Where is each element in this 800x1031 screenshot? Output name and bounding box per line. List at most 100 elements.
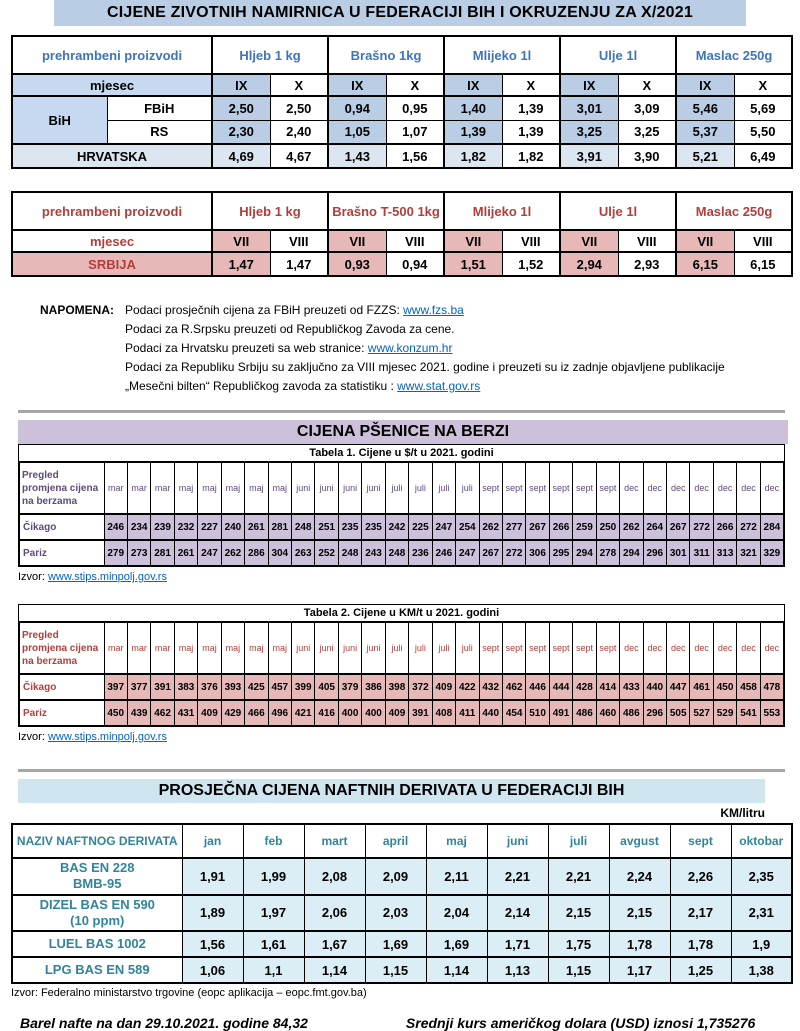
price-cell: 261: [244, 513, 269, 541]
price-cell: 457: [267, 673, 293, 701]
divider-rule: [18, 769, 785, 772]
napomena-link[interactable]: www.konzum.hr: [367, 341, 453, 355]
month-cell: IX: [211, 73, 271, 97]
region-group-label: BiH: [11, 95, 108, 145]
oil-barrel-note: Barel nafte na dan 29.10.2021. godine 84…: [20, 1015, 308, 1031]
price-cell: 272: [689, 513, 714, 541]
month-cell: maj: [197, 621, 222, 675]
price-cell: 0,95: [385, 95, 445, 121]
price-cell: 306: [525, 539, 550, 567]
region-label: SRBIJA: [11, 251, 213, 277]
wheat-prices-usd-table: Pregled promjena cijena na berzama mar mar…: [18, 461, 785, 567]
price-cell: 1,1: [242, 956, 305, 984]
month-cell: X: [385, 73, 445, 97]
price-cell: 248: [290, 513, 316, 541]
month-cell: VIII: [269, 229, 329, 253]
price-cell: 1,61: [242, 930, 305, 958]
exchange-header-label: Pregled promjena cijena na berzama: [18, 621, 105, 675]
stips-link[interactable]: www.stips.minpolj.gov.rs: [47, 731, 167, 743]
price-cell: 1,15: [547, 956, 610, 984]
price-cell: 2,94: [559, 251, 619, 277]
month-cell: jan: [181, 823, 244, 859]
food-prices-table-bih: prehrambeni proizvodi Hljeb 1 kg Brašno 1k…: [11, 35, 794, 169]
product-header: Mlijeko 1l: [443, 35, 561, 75]
price-cell: 0,94: [385, 251, 445, 277]
region-label: HRVATSKA: [11, 143, 213, 169]
izvor-line-2: Izvor: www.stips.minpolj.gov.rs: [18, 731, 800, 743]
month-cell: VIII: [385, 229, 445, 253]
month-cell: X: [269, 73, 329, 97]
food-prices-table-srbija: prehrambeni proizvodi Hljeb 1 kg Brašno T-…: [11, 191, 794, 277]
price-cell: 2,24: [608, 857, 671, 896]
products-corner-header: prehrambeni proizvodi: [11, 191, 213, 231]
price-cell: 296: [642, 699, 668, 727]
product-header: Mlijeko 1l: [443, 191, 561, 231]
napomena-link[interactable]: www.fzs.ba: [403, 303, 464, 317]
month-cell: dec: [759, 461, 785, 515]
month-cell: sept: [669, 823, 732, 859]
price-cell: 294: [572, 539, 597, 567]
price-cell: 1,05: [327, 119, 387, 145]
month-cell: maj: [173, 621, 199, 675]
price-cell: 2,35: [730, 857, 793, 896]
month-cell: sept: [595, 461, 621, 515]
month-cell: sept: [572, 461, 597, 515]
price-cell: 400: [337, 699, 363, 727]
stips-link[interactable]: www.stips.minpolj.gov.rs: [47, 571, 167, 583]
napomena-line: „Mesečni bilten“ Republičkog zavoda za s…: [125, 379, 725, 393]
price-cell: 272: [736, 513, 761, 541]
price-cell: 5,37: [675, 119, 735, 145]
month-cell: sept: [572, 621, 597, 675]
price-cell: 428: [572, 673, 597, 701]
month-cell: juli: [547, 823, 610, 859]
price-cell: 1,14: [303, 956, 366, 984]
month-cell: mart: [303, 823, 366, 859]
price-cell: 2,15: [608, 893, 671, 932]
month-cell: sept: [501, 621, 527, 675]
price-cell: 2,03: [364, 893, 427, 932]
price-cell: 3,90: [617, 143, 677, 169]
price-cell: 296: [642, 539, 668, 567]
month-cell: juni: [314, 461, 339, 515]
price-cell: 409: [431, 673, 457, 701]
price-cell: 227: [197, 513, 222, 541]
price-cell: 1,97: [242, 893, 305, 932]
price-cell: 510: [525, 699, 550, 727]
price-cell: 2,14: [486, 893, 549, 932]
month-cell: X: [501, 73, 561, 97]
month-cell: juli: [431, 621, 457, 675]
month-cell: april: [364, 823, 427, 859]
price-cell: 461: [689, 673, 714, 701]
month-cell: mar: [103, 621, 128, 675]
price-cell: 2,40: [269, 119, 329, 145]
price-cell: 446: [525, 673, 550, 701]
month-cell: dec: [736, 621, 761, 675]
exchange-label: Čikago: [18, 513, 105, 541]
price-cell: 6,49: [733, 143, 793, 169]
month-cell: juli: [384, 621, 410, 675]
price-cell: 0,94: [327, 95, 387, 121]
price-cell: 248: [337, 539, 363, 567]
price-cell: 252: [314, 539, 339, 567]
month-cell: dec: [689, 621, 714, 675]
price-cell: 1,14: [425, 956, 488, 984]
price-cell: 1,47: [269, 251, 329, 277]
fuel-unit-label: KM/litru: [720, 806, 765, 820]
price-cell: 393: [220, 673, 246, 701]
price-cell: 1,82: [443, 143, 503, 169]
price-cell: 2,50: [211, 95, 271, 121]
price-cell: 2,06: [303, 893, 366, 932]
price-cell: 3,25: [559, 119, 619, 145]
price-cell: 1,78: [669, 930, 732, 958]
napomena-text: Podaci za Hrvatsku preuzeti sa web stran…: [125, 341, 368, 355]
price-cell: 383: [173, 673, 199, 701]
napomena-link[interactable]: www.stat.gov.rs: [397, 379, 481, 393]
price-cell: 247: [197, 539, 222, 567]
month-cell: juni: [314, 621, 339, 675]
price-cell: 491: [548, 699, 574, 727]
price-cell: 1,39: [501, 95, 561, 121]
price-cell: 462: [501, 673, 527, 701]
price-cell: 301: [665, 539, 691, 567]
price-cell: 411: [455, 699, 480, 727]
price-cell: 458: [736, 673, 761, 701]
